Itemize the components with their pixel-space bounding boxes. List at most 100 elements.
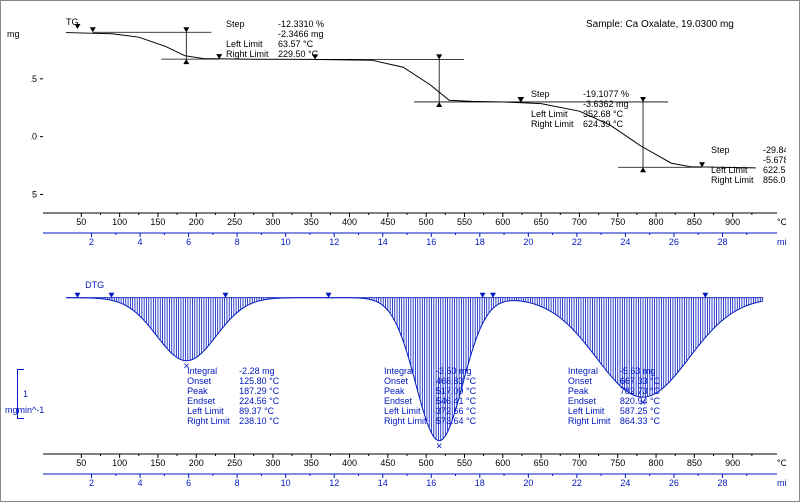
dtg-temp-tick: 100 — [112, 458, 127, 468]
sample-label: Sample: Ca Oxalate, 19.0300 mg — [586, 19, 734, 30]
dtg-temp-tick: 600 — [495, 458, 510, 468]
tg-time-tick: 22 — [572, 237, 582, 246]
tg-temp-tick: 200 — [189, 217, 204, 227]
tg-time-tick: 20 — [523, 237, 533, 246]
dtg-temp-tick: 200 — [189, 458, 204, 468]
dtg-pk-0-v-0: -2.28 mg — [239, 366, 275, 376]
tg-time-tick: 4 — [138, 237, 143, 246]
dtg-pk-1-v-4: 372.66 °C — [436, 406, 477, 416]
tg-temp-tick: 350 — [304, 217, 319, 227]
dtg-pk-1-k-5: Right Limit — [384, 416, 427, 426]
dtg-temp-tick: 250 — [227, 458, 242, 468]
dtg-pk-1-k-2: Peak — [384, 386, 405, 396]
tg-time-tick: 6 — [186, 237, 191, 246]
tg-time-tick: 8 — [235, 237, 240, 246]
tg-step-1-val-0: -19.1077 % — [583, 89, 629, 99]
tg-time-tick: 12 — [329, 237, 339, 246]
dtg-pk-0-v-1: 125.80 °C — [239, 376, 280, 386]
tg-step-1-val-1: -3.6362 mg — [583, 99, 629, 109]
dtg-pk-0-v-2: 187.29 °C — [239, 386, 280, 396]
tg-temp-tick: 450 — [380, 217, 395, 227]
dtg-time-tick: 6 — [186, 478, 191, 486]
dtg-pk-0-k-4: Left Limit — [187, 406, 224, 416]
tg-step-0-key-0: Step — [226, 19, 245, 29]
dtg-time-tick: 16 — [426, 478, 436, 486]
dtg-time-tick: 24 — [620, 478, 630, 486]
dtg-time-tick: 26 — [669, 478, 679, 486]
dtg-time-tick: 28 — [717, 478, 727, 486]
tg-temp-tick: 550 — [457, 217, 472, 227]
tg-temp-unit: °C — [777, 217, 786, 227]
dtg-temp-tick: 300 — [265, 458, 280, 468]
dtg-temp-tick: 700 — [572, 458, 587, 468]
tg-step-0-val-2: 63.57 °C — [278, 39, 314, 49]
dtg-pk-2-v-4: 587.25 °C — [620, 406, 661, 416]
dtg-pk-2-v-5: 864.33 °C — [620, 416, 661, 426]
dtg-panel: DTG×Integral-2.28 mgOnset125.80 °CPeak18… — [31, 276, 786, 486]
tg-step-1-key-3: Right Limit — [531, 119, 574, 129]
tg-panel: Sample: Ca Oxalate, 19.0300 mgTG51015Ste… — [31, 11, 786, 246]
dtg-temp-tick: 350 — [304, 458, 319, 468]
dtg-pk-0-v-5: 238.10 °C — [239, 416, 280, 426]
dtg-pk-0-k-3: Endset — [187, 396, 216, 406]
dtg-pk-1-k-4: Left Limit — [384, 406, 421, 416]
tg-step-0-val-1: -2.3466 mg — [278, 29, 324, 39]
tg-time-tick: 26 — [669, 237, 679, 246]
dtg-temp-unit: °C — [777, 458, 786, 468]
dtg-temp-tick: 650 — [534, 458, 549, 468]
dtg-time-tick: 12 — [329, 478, 339, 486]
tg-temp-tick: 800 — [649, 217, 664, 227]
dtg-time-tick: 8 — [235, 478, 240, 486]
tg-temp-tick: 150 — [150, 217, 165, 227]
dtg-pk-1-k-1: Onset — [384, 376, 409, 386]
dtg-time-tick: 18 — [475, 478, 485, 486]
dtg-pk-2-v-1: 667.33 °C — [620, 376, 661, 386]
dtg-pk-1-v-3: 546.41 °C — [436, 396, 477, 406]
tg-step-1-val-2: 352.68 °C — [583, 109, 624, 119]
tg-time-tick: 2 — [89, 237, 94, 246]
tg-temp-tick: 850 — [687, 217, 702, 227]
dtg-pk-2-k-3: Endset — [568, 396, 597, 406]
tg-step-2-val-0: -29.8400 % — [763, 145, 786, 155]
tg-y-tick: 15 — [31, 74, 37, 84]
dtg-temp-tick: 150 — [150, 458, 165, 468]
dtg-pk-1-k-0: Integral — [384, 366, 414, 376]
dtg-temp-tick: 900 — [725, 458, 740, 468]
tg-time-tick: 18 — [475, 237, 485, 246]
dtg-pk-1-v-5: 573.64 °C — [436, 416, 477, 426]
dtg-plot: DTG×Integral-2.28 mgOnset125.80 °CPeak18… — [31, 276, 786, 486]
tg-y-tick: 5 — [32, 189, 37, 199]
dtg-pk-2-k-4: Left Limit — [568, 406, 605, 416]
tg-temp-tick: 500 — [419, 217, 434, 227]
dtg-pk-0-k-2: Peak — [187, 386, 208, 396]
dtg-pk-2-v-2: 782.73 °C — [620, 386, 661, 396]
tg-temp-tick: 100 — [112, 217, 127, 227]
tg-temp-tick: 750 — [610, 217, 625, 227]
dtg-scale-num: 1 — [23, 389, 28, 399]
dtg-pk-0-v-3: 224.56 °C — [239, 396, 280, 406]
dtg-pk-2-v-0: -5.63 mg — [620, 366, 656, 376]
dtg-temp-tick: 750 — [610, 458, 625, 468]
tg-step-1-val-3: 624.39 °C — [583, 119, 624, 129]
dtg-temp-tick: 50 — [76, 458, 86, 468]
tg-temp-tick: 50 — [76, 217, 86, 227]
tg-step-2-key-3: Right Limit — [711, 175, 754, 185]
tg-step-2-key-2: Left Limit — [711, 165, 748, 175]
tg-temp-tick: 900 — [725, 217, 740, 227]
dtg-pk-1-v-2: 517.09 °C — [436, 386, 477, 396]
dtg-time-tick: 20 — [523, 478, 533, 486]
tg-time-tick: 10 — [281, 237, 291, 246]
tg-y-unit: mg — [7, 29, 20, 39]
dtg-pk-1-k-3: Endset — [384, 396, 413, 406]
tg-step-0-val-0: -12.3310 % — [278, 19, 324, 29]
dtg-pk-2-k-2: Peak — [568, 386, 589, 396]
dtg-pk-0-k-5: Right Limit — [187, 416, 230, 426]
tg-step-2-val-3: 856.08 °C — [763, 175, 786, 185]
dtg-temp-tick: 500 — [419, 458, 434, 468]
tg-step-2-val-2: 622.58 °C — [763, 165, 786, 175]
dtg-pk-0-v-4: 89.37 °C — [239, 406, 275, 416]
tg-step-1-key-0: Step — [531, 89, 550, 99]
dtg-y-unit: mgmin^-1 — [5, 405, 44, 415]
tg-step-2-key-0: Step — [711, 145, 730, 155]
dtg-pk-0-k-1: Onset — [187, 376, 212, 386]
